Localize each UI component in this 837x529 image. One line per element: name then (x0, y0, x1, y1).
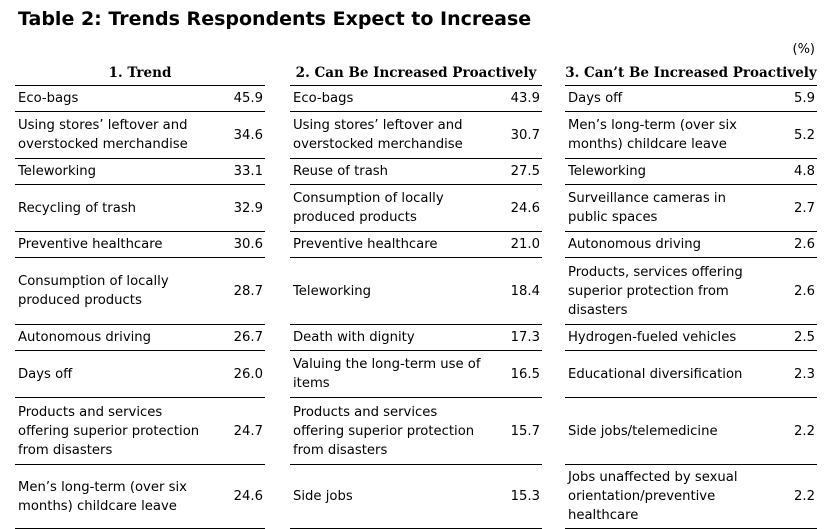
table-row: Eco-bags 43.9 (290, 86, 542, 112)
table-row: Educational diversification 2.3 (565, 351, 817, 398)
row-value: 2.7 (794, 200, 815, 216)
row-label: Teleworking (568, 164, 647, 179)
table-row: Surveillance cameras in public spaces 2.7 (565, 185, 817, 232)
table-row: Death with dignity 17.3 (290, 325, 542, 351)
table-row: Teleworking 18.4 (290, 258, 542, 325)
row-label: Using stores’ leftover and overstocked m… (293, 118, 463, 152)
row-value: 21.0 (510, 237, 540, 252)
table-row: Teleworking 33.1 (15, 159, 265, 185)
column-heading: 3. Can’t Be Increased Proactively (565, 60, 817, 86)
row-label: Side jobs/telemedicine (568, 423, 718, 439)
row-label: Valuing the long-term use of items (293, 357, 481, 391)
table-row: Days off 26.0 (15, 351, 265, 398)
table-row: Jobs unaffected by sexual orientation/pr… (565, 465, 817, 529)
row-label: Products and services offering superior … (18, 404, 200, 458)
row-label: Reuse of trash (293, 164, 389, 179)
table-row: Side jobs 15.3 (290, 465, 542, 529)
row-value: 27.5 (510, 164, 540, 179)
row-label: Eco-bags (18, 91, 79, 106)
row-label: Teleworking (18, 164, 97, 179)
table-row: Consumption of locally produced products… (15, 258, 265, 325)
row-value: 15.3 (510, 489, 540, 504)
table-row: Recycling of trash 32.9 (15, 185, 265, 232)
row-value: 43.9 (510, 91, 540, 106)
row-value: 28.7 (233, 283, 263, 299)
row-value: 26.0 (233, 366, 263, 382)
table-row: Autonomous driving 2.6 (565, 232, 817, 258)
table-row: Consumption of locally produced products… (290, 185, 542, 232)
row-value: 24.6 (510, 200, 540, 216)
row-value: 2.3 (794, 366, 815, 382)
table-row: Products, services offering superior pro… (565, 258, 817, 325)
row-value: 16.5 (510, 366, 540, 382)
table-row: Preventive healthcare 21.0 (290, 232, 542, 258)
row-label: Products, services offering superior pro… (568, 264, 743, 318)
table-row: Hydrogen-fueled vehicles 2.5 (565, 325, 817, 351)
row-label: Educational diversification (568, 366, 743, 382)
row-label: Preventive healthcare (18, 237, 163, 252)
row-value: 32.9 (233, 200, 263, 216)
row-value: 5.9 (794, 91, 815, 106)
row-label: Men’s long-term (over six months) childc… (568, 118, 737, 152)
table-row: Reuse of trash 27.5 (290, 159, 542, 185)
row-value: 2.6 (794, 283, 815, 299)
row-label: Days off (18, 366, 73, 382)
row-value: 2.2 (794, 423, 815, 439)
row-label: Products and services offering superior … (293, 404, 475, 458)
row-value: 2.2 (794, 489, 815, 504)
table-row: Preventive healthcare 30.6 (15, 232, 265, 258)
row-label: Preventive healthcare (293, 237, 438, 252)
column-heading: 1. Trend (15, 60, 265, 86)
row-label: Autonomous driving (18, 330, 152, 345)
row-value: 17.3 (510, 330, 540, 345)
table-row: Men’s long-term (over six months) childc… (15, 465, 265, 529)
row-value: 30.6 (233, 237, 263, 252)
table-row: Products and services offering superior … (15, 398, 265, 465)
unit-label: (%) (792, 42, 816, 57)
row-value: 18.4 (510, 283, 540, 299)
table-row: Autonomous driving 26.7 (15, 325, 265, 351)
row-value: 45.9 (233, 91, 263, 106)
table-row: Eco-bags 45.9 (15, 86, 265, 112)
row-value: 4.8 (794, 164, 815, 179)
column-proactive: 2. Can Be Increased Proactively Eco-bags… (290, 60, 542, 529)
row-label: Using stores’ leftover and overstocked m… (18, 118, 188, 152)
row-value: 15.7 (510, 423, 540, 439)
column-not-proactive: 3. Can’t Be Increased Proactively Days o… (565, 60, 817, 529)
table-row: Valuing the long-term use of items 16.5 (290, 351, 542, 398)
row-label: Hydrogen-fueled vehicles (568, 330, 737, 345)
row-label: Recycling of trash (18, 200, 137, 216)
row-value: 33.1 (233, 164, 263, 179)
row-label: Surveillance cameras in public spaces (568, 191, 726, 225)
row-label: Death with dignity (293, 330, 415, 345)
row-value: 30.7 (510, 127, 540, 143)
row-label: Teleworking (293, 283, 372, 299)
row-value: 5.2 (794, 127, 815, 143)
row-label: Eco-bags (293, 91, 354, 106)
column-heading: 2. Can Be Increased Proactively (290, 60, 542, 86)
table-row: Men’s long-term (over six months) childc… (565, 112, 817, 159)
row-value: 26.7 (233, 330, 263, 345)
row-label: Days off (568, 91, 623, 106)
row-label: Consumption of locally produced products (18, 274, 169, 308)
row-label: Jobs unaffected by sexual orientation/pr… (568, 470, 738, 523)
row-label: Men’s long-term (over six months) childc… (18, 479, 187, 514)
row-value: 24.6 (233, 489, 263, 504)
table-row: Days off 5.9 (565, 86, 817, 112)
row-label: Autonomous driving (568, 237, 702, 252)
row-label: Consumption of locally produced products (293, 191, 444, 225)
table-row: Products and services offering superior … (290, 398, 542, 465)
table-row: Side jobs/telemedicine 2.2 (565, 398, 817, 465)
row-label: Side jobs (293, 489, 353, 504)
table-row: Using stores’ leftover and overstocked m… (15, 112, 265, 159)
row-value: 2.6 (794, 237, 815, 252)
row-value: 2.5 (794, 330, 815, 345)
column-trend: 1. Trend Eco-bags 45.9 Using stores’ lefto… (15, 60, 265, 529)
row-value: 34.6 (233, 127, 263, 143)
table-row: Using stores’ leftover and overstocked m… (290, 112, 542, 159)
table-row: Teleworking 4.8 (565, 159, 817, 185)
table-title: Table 2: Trends Respondents Expect to In… (18, 8, 532, 30)
row-value: 24.7 (233, 423, 263, 439)
